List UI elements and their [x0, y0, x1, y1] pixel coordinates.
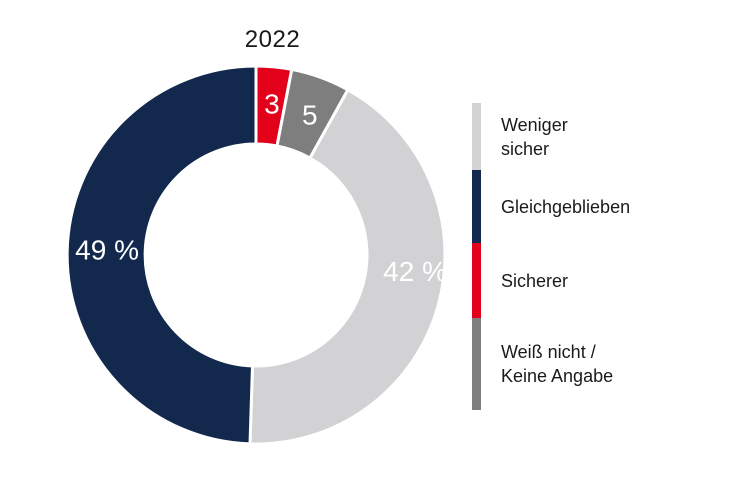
chart-legend: Weniger sicher Gleichgeblieben Sicherer Weiß… — [472, 103, 630, 410]
legend-label-line: Keine Angabe — [501, 366, 614, 386]
legend-label-line: sicher — [501, 138, 550, 159]
legend-color-swatch — [472, 243, 481, 318]
segment-value-label: 3 — [264, 88, 280, 119]
donut-segment — [248, 87, 447, 446]
donut-segment — [65, 64, 258, 446]
legend-label-line: Gleichgeblieben — [501, 196, 631, 217]
legend-item: Weniger sicher — [472, 103, 630, 170]
segment-value-label: 42 % — [383, 256, 447, 287]
legend-color-swatch — [472, 170, 481, 243]
legend-label-line: Weniger — [501, 114, 568, 135]
legend-item: Sicherer — [472, 243, 630, 318]
legend-label: Weiß nicht / Keine Angabe — [481, 318, 613, 410]
segment-value-label: 5 — [302, 100, 318, 131]
legend-label: Weniger sicher — [481, 103, 568, 170]
legend-color-swatch — [472, 103, 481, 170]
legend-label-line: Weiß nicht / — [501, 342, 596, 362]
legend-label-line: Sicherer — [501, 270, 569, 291]
legend-color-swatch — [472, 318, 481, 410]
legend-item: Weiß nicht / Keine Angabe — [472, 318, 630, 410]
segment-value-label: 49 % — [75, 234, 139, 265]
chart-title: 2022 — [244, 26, 301, 53]
legend-label: Sicherer — [481, 243, 568, 318]
legend-label: Gleichgeblieben — [481, 170, 630, 243]
legend-item: Gleichgeblieben — [472, 170, 630, 243]
